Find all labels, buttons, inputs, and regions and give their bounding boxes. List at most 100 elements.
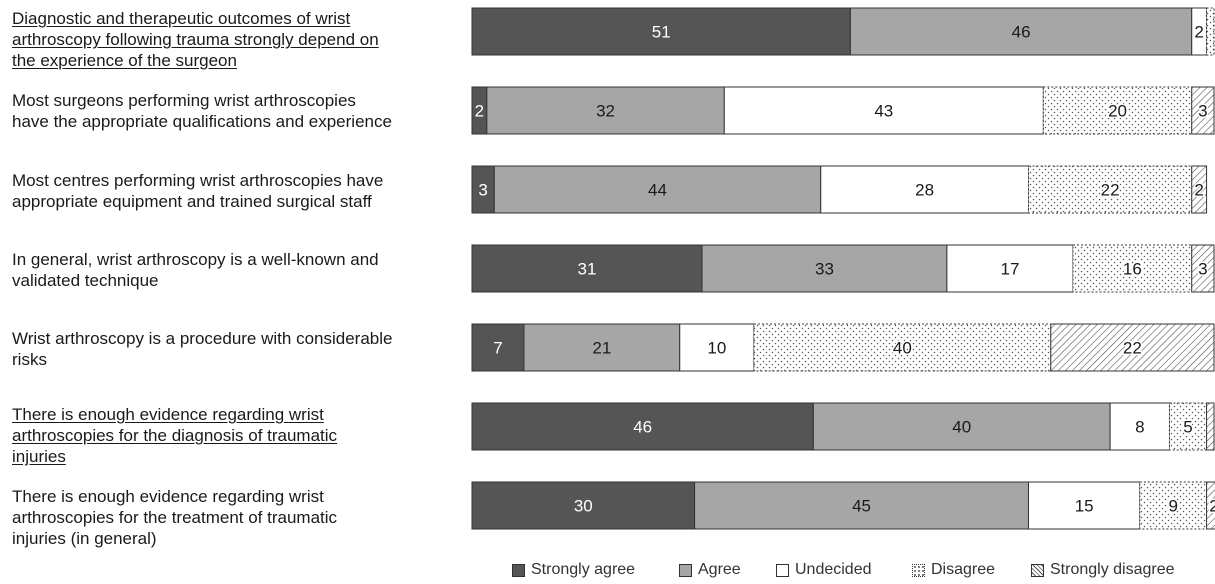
bar-segment-strongly-agree — [471, 323, 525, 372]
data-label: 8 — [1135, 418, 1144, 437]
data-label: 32 — [596, 102, 615, 121]
statement-line: Wrist arthroscopy is a procedure with co… — [12, 329, 393, 348]
statement-label: There is enough evidence regarding wrist… — [12, 486, 452, 549]
data-label: 16 — [1123, 260, 1142, 279]
bar-segment-disagree — [1206, 7, 1215, 56]
legend-item-disagree: Disagree — [912, 561, 995, 579]
data-label: 22 — [1101, 181, 1120, 200]
bar-segment-agree — [694, 481, 1029, 530]
statement-line: There is enough evidence regarding wrist — [12, 487, 324, 506]
bar-segment-agree — [493, 165, 822, 214]
bar-segment-strongly-disagree — [1191, 86, 1215, 135]
data-label: 46 — [633, 418, 652, 437]
bar-segment-agree — [701, 244, 948, 293]
statement-line: risks — [12, 350, 47, 369]
statement-line: Diagnostic and therapeutic outcomes of w… — [12, 9, 351, 28]
legend-swatch-agree — [679, 563, 692, 577]
bar-row: 30 45 15 9 2 — [471, 481, 1215, 530]
legend-swatch-strongly-agree — [512, 563, 525, 577]
legend-label: Disagree — [931, 561, 996, 578]
legend-item-undecided: Undecided — [776, 561, 872, 579]
bar-segment-undecided — [1028, 481, 1141, 530]
bar-segment-disagree — [753, 323, 1052, 372]
statement-line: Most centres performing wrist arthroscop… — [12, 171, 384, 190]
legend-swatch-disagree — [912, 563, 925, 577]
statement-line: arthroscopy following trauma strongly de… — [12, 30, 379, 49]
statement-line: arthroscopies for the treatment of traum… — [12, 508, 338, 527]
data-label: 3 — [1198, 102, 1207, 121]
bar-segment-strongly-disagree — [1191, 165, 1208, 214]
statement-line: arthroscopies for the diagnosis of traum… — [12, 426, 338, 445]
legend-item-agree: Agree — [679, 561, 741, 579]
statement-line: the experience of the surgeon — [12, 51, 237, 70]
data-label: 3 — [478, 181, 487, 200]
data-label: 28 — [915, 181, 934, 200]
statement-line: injuries — [12, 447, 66, 466]
statement-label: Diagnostic and therapeutic outcomes of w… — [12, 8, 452, 71]
bar-row: 7 21 10 40 22 — [471, 323, 1215, 372]
bar-row: 31 33 17 16 3 — [471, 244, 1215, 293]
bar-segment-strongly-disagree — [1206, 481, 1215, 530]
legend-item-strongly-agree: Strongly agree — [512, 561, 635, 579]
bar-segment-strongly-disagree — [1206, 402, 1215, 451]
bar-segment-disagree — [1072, 244, 1193, 293]
statement-line: appropriate equipment and trained surgic… — [12, 192, 372, 211]
bar-segment-undecided — [946, 244, 1074, 293]
statement-line: Most surgeons performing wrist arthrosco… — [12, 91, 356, 110]
data-label: 22 — [1123, 339, 1142, 358]
bar-segment-undecided — [820, 165, 1029, 214]
bar-segment-strongly-agree — [471, 244, 703, 293]
data-label: 2 — [1209, 497, 1215, 516]
legend-label: Strongly agree — [531, 561, 636, 578]
data-label: 44 — [648, 181, 667, 200]
statement-label: In general, wrist arthroscopy is a well-… — [12, 249, 452, 291]
statement-line: There is enough evidence regarding wrist — [12, 405, 324, 424]
statement-line: have the appropriate qualifications and … — [12, 112, 392, 131]
data-label: 46 — [1012, 23, 1031, 42]
bar-segment-agree — [849, 7, 1193, 56]
data-label: 3 — [1198, 260, 1207, 279]
data-label: 5 — [1183, 418, 1192, 437]
chart-legend: Strongly agree Agree Undecided Disagree … — [0, 561, 1215, 583]
bar-segment-disagree — [1042, 86, 1193, 135]
legend-item-strongly-disagree: Strongly disagree — [1031, 561, 1175, 579]
statement-label: Wrist arthroscopy is a procedure with co… — [12, 328, 452, 370]
legend-label: Undecided — [795, 561, 872, 578]
statement-label: Most centres performing wrist arthroscop… — [12, 170, 452, 212]
bar-segment-disagree — [1139, 481, 1208, 530]
data-label: 15 — [1075, 497, 1094, 516]
statement-line: validated technique — [12, 271, 159, 290]
data-label: 21 — [592, 339, 611, 358]
bar-row: 51 46 2 — [471, 7, 1215, 56]
legend-swatch-strongly-disagree — [1031, 563, 1044, 577]
data-label: 45 — [852, 497, 871, 516]
legend-label: Strongly disagree — [1050, 561, 1175, 578]
data-label: 9 — [1168, 497, 1177, 516]
bar-row: 46 40 8 5 — [471, 402, 1215, 451]
data-label: 20 — [1108, 102, 1127, 121]
bar-segment-strongly-agree — [471, 402, 814, 451]
bar-segment-disagree — [1028, 165, 1193, 214]
data-label: 40 — [952, 418, 971, 437]
data-label: 2 — [1194, 181, 1203, 200]
data-label: 2 — [1194, 23, 1203, 42]
bar-segment-agree — [523, 323, 681, 372]
statement-label: Most surgeons performing wrist arthrosco… — [12, 90, 452, 132]
bar-segment-strongly-disagree — [1050, 323, 1215, 372]
data-label: 7 — [493, 339, 502, 358]
bar-segment-strongly-agree — [471, 7, 851, 56]
data-label: 51 — [652, 23, 671, 42]
bar-segment-disagree — [1168, 402, 1208, 451]
data-label: 2 — [475, 102, 484, 121]
statement-label: There is enough evidence regarding wrist… — [12, 404, 452, 467]
bar-segment-strongly-disagree — [1191, 244, 1215, 293]
statement-line: In general, wrist arthroscopy is a well-… — [12, 250, 379, 269]
data-label: 30 — [574, 497, 593, 516]
legend-label: Agree — [698, 561, 741, 578]
bar-segment-agree — [812, 402, 1111, 451]
statement-line: injuries (in general) — [12, 529, 157, 548]
bar-segment-undecided — [1109, 402, 1170, 451]
data-label: 43 — [874, 102, 893, 121]
data-label: 17 — [1000, 260, 1019, 279]
